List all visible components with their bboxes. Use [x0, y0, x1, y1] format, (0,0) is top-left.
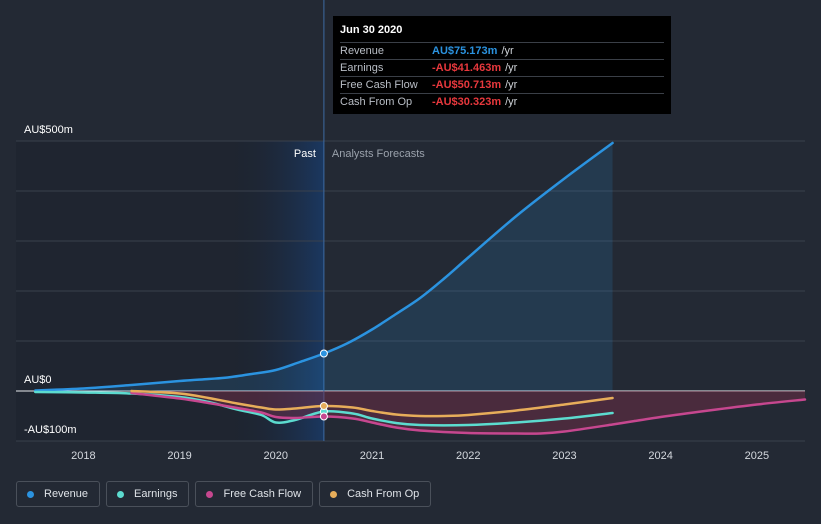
- y-axis-label: AU$500m: [24, 124, 73, 136]
- tooltip-row-unit: /yr: [505, 79, 518, 91]
- cash-from-op-line: [130, 389, 614, 418]
- tooltip-row-label: Cash From Op: [340, 96, 413, 108]
- tooltip-row: Cash From Op -AU$30.323m/yr: [340, 93, 664, 110]
- revenue-area: [35, 143, 613, 391]
- tooltip-row-value: -AU$50.713m: [432, 79, 502, 91]
- tooltip-row-label: Revenue: [340, 45, 385, 57]
- tooltip-row: Revenue AU$75.173m/yr: [340, 42, 664, 59]
- free-cash-flow-line: [130, 391, 807, 435]
- cash-from-op-marker: [319, 402, 328, 410]
- legend-item-cash-from-op[interactable]: Cash From Op: [319, 481, 432, 507]
- tooltip-row-unit: /yr: [501, 45, 514, 57]
- tooltip-row-label: Free Cash Flow: [340, 79, 418, 91]
- legend-item-earnings[interactable]: Earnings: [106, 481, 190, 507]
- legend-label: Earnings: [134, 488, 178, 500]
- tooltip-row-unit: /yr: [505, 62, 518, 74]
- earnings-line: [33, 390, 614, 427]
- x-tick-label: 2023: [552, 450, 576, 462]
- legend-item-revenue[interactable]: Revenue: [16, 481, 101, 507]
- x-tick-label: 2024: [648, 450, 672, 462]
- x-tick-label: 2019: [167, 450, 191, 462]
- tooltip-row-unit: /yr: [505, 96, 518, 108]
- legend-dot-icon: [27, 490, 34, 498]
- x-tick-label: 2022: [456, 450, 480, 462]
- tooltip-row-value: -AU$41.463m: [432, 62, 502, 74]
- tooltip-row-label: Earnings: [340, 62, 384, 74]
- negative-area: [131, 391, 806, 434]
- tooltip-row: Free Cash Flow -AU$50.713m/yr: [340, 76, 664, 93]
- legend-dot-icon: [330, 490, 338, 498]
- tooltip-date: Jun 30 2020: [340, 24, 403, 36]
- y-axis-label: -AU$100m: [24, 424, 77, 436]
- legend-dot-icon: [117, 490, 125, 498]
- past-label: Past: [294, 148, 316, 160]
- forecast-label: Analysts Forecasts: [332, 148, 425, 160]
- tooltip-row: Earnings -AU$41.463m/yr: [340, 59, 664, 76]
- y-axis-label: AU$0: [24, 374, 52, 386]
- free-cash-flow-marker: [319, 412, 328, 421]
- legend-label: Cash From Op: [347, 488, 420, 500]
- x-tick-label: 2025: [745, 450, 769, 462]
- legend-label: Free Cash Flow: [223, 488, 302, 500]
- legend-item-free-cash-flow[interactable]: Free Cash Flow: [195, 481, 314, 507]
- tooltip: Jun 30 2020 Revenue AU$75.173m/yr Earnings…: [333, 16, 671, 114]
- legend: Revenue Earnings Free Cash Flow Cash From O…: [16, 481, 432, 509]
- tooltip-row-value: -AU$30.323m: [432, 96, 502, 108]
- x-tick-label: 2020: [264, 450, 288, 462]
- x-tick-label: 2021: [360, 450, 384, 462]
- legend-dot-icon: [206, 490, 214, 498]
- revenue-marker: [319, 349, 328, 358]
- tooltip-row-value: AU$75.173m: [432, 45, 498, 57]
- x-tick-label: 2018: [71, 450, 95, 462]
- legend-label: Revenue: [44, 488, 89, 500]
